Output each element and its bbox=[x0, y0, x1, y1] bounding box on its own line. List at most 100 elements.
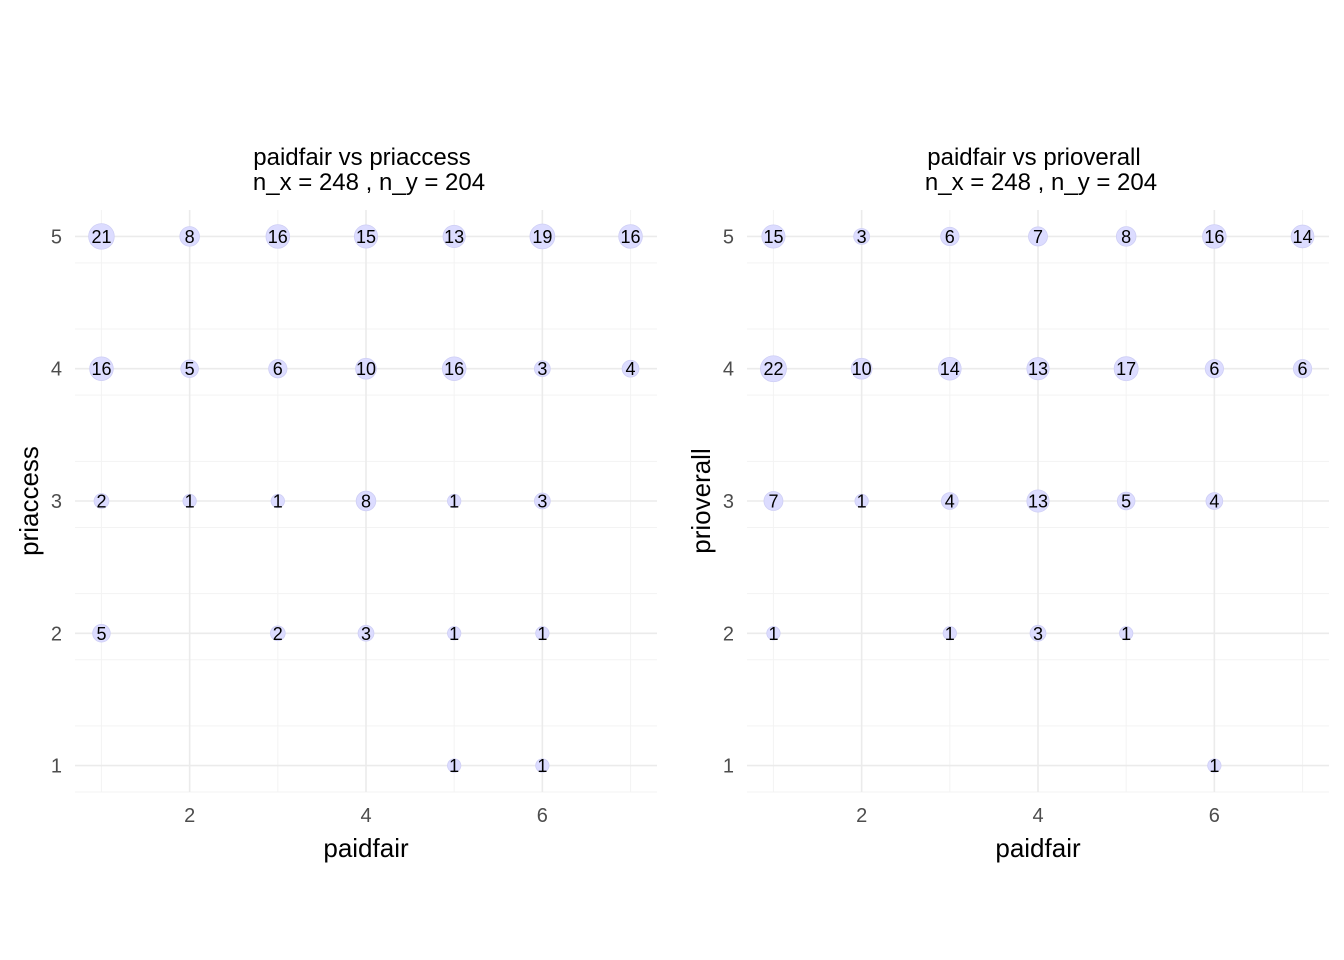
y-tick-label: 4 bbox=[51, 359, 62, 381]
y-tick-label: 5 bbox=[723, 226, 734, 248]
data-point bbox=[268, 359, 288, 379]
data-label: 1 bbox=[1121, 624, 1131, 644]
data-label: 15 bbox=[763, 227, 783, 247]
x-tick-label: 4 bbox=[360, 805, 371, 827]
data-label: 8 bbox=[185, 227, 195, 247]
data-label: 6 bbox=[273, 359, 283, 379]
data-label: 4 bbox=[626, 359, 636, 379]
data-point bbox=[760, 355, 787, 383]
data-label: 13 bbox=[1028, 359, 1048, 379]
y-tick-label: 5 bbox=[51, 226, 62, 248]
data-point bbox=[353, 224, 379, 249]
data-label: 1 bbox=[537, 624, 547, 644]
data-point bbox=[1119, 626, 1134, 641]
data-label: 1 bbox=[273, 492, 283, 512]
y-tick-label: 1 bbox=[723, 756, 734, 778]
data-label: 16 bbox=[91, 359, 111, 379]
data-label: 22 bbox=[763, 359, 783, 379]
x-tick-label: 6 bbox=[1209, 805, 1220, 827]
data-point bbox=[1292, 359, 1313, 379]
data-label: 8 bbox=[1121, 227, 1131, 247]
data-point bbox=[179, 226, 200, 247]
data-label: 10 bbox=[852, 359, 872, 379]
data-point bbox=[1205, 492, 1224, 510]
y-tick-label: 3 bbox=[51, 491, 62, 513]
data-label: 4 bbox=[1209, 492, 1219, 512]
data-point bbox=[766, 626, 781, 641]
data-point bbox=[1202, 224, 1227, 249]
chart-panel-prioverall: paidfair vs prioverall n_x = 248 , n_y =… bbox=[686, 144, 1329, 863]
data-label: 19 bbox=[532, 227, 552, 247]
data-label: 13 bbox=[1028, 492, 1048, 512]
data-point bbox=[93, 493, 110, 509]
x-axis-title: paidfair bbox=[995, 833, 1081, 863]
x-tick-label: 6 bbox=[537, 805, 548, 827]
y-tick-label: 2 bbox=[723, 623, 734, 645]
data-label: 5 bbox=[96, 624, 106, 644]
data-point bbox=[447, 758, 462, 773]
data-label: 1 bbox=[945, 624, 955, 644]
data-point bbox=[89, 356, 114, 381]
data-point bbox=[442, 224, 466, 249]
data-point bbox=[265, 224, 291, 249]
data-point bbox=[92, 624, 111, 643]
data-point bbox=[357, 624, 375, 642]
data-label: 2 bbox=[273, 624, 283, 644]
data-label: 1 bbox=[768, 624, 778, 644]
data-label: 3 bbox=[361, 624, 371, 644]
data-point bbox=[1290, 224, 1315, 249]
data-label: 17 bbox=[1116, 359, 1136, 379]
data-point bbox=[761, 224, 786, 249]
data-point bbox=[180, 359, 199, 378]
y-tick-label: 4 bbox=[723, 359, 734, 381]
data-point bbox=[1204, 359, 1224, 379]
data-point bbox=[1116, 491, 1136, 511]
data-point bbox=[447, 493, 462, 509]
chart-panel-priaccess: paidfair vs priaccess n_x = 248 , n_y = … bbox=[14, 144, 657, 863]
data-point bbox=[618, 224, 643, 249]
data-point bbox=[1113, 356, 1139, 382]
chart-subtitle: n_x = 248 , n_y = 204 bbox=[253, 169, 485, 196]
data-point bbox=[940, 226, 960, 247]
data-label: 6 bbox=[1209, 359, 1219, 379]
data-point bbox=[182, 493, 197, 509]
data-point bbox=[763, 491, 784, 511]
data-point bbox=[447, 626, 462, 641]
data-label: 3 bbox=[1033, 624, 1043, 644]
data-label: 5 bbox=[185, 359, 195, 379]
data-label: 3 bbox=[537, 359, 547, 379]
x-tick-label: 4 bbox=[1032, 805, 1043, 827]
data-point bbox=[534, 360, 551, 378]
data-label: 1 bbox=[449, 756, 459, 776]
data-label: 1 bbox=[185, 492, 195, 512]
data-label: 21 bbox=[91, 227, 111, 247]
data-point bbox=[355, 490, 377, 512]
data-point bbox=[1029, 624, 1047, 642]
data-label: 14 bbox=[940, 359, 960, 379]
data-label: 8 bbox=[361, 492, 371, 512]
data-label: 15 bbox=[356, 227, 376, 247]
data-label: 1 bbox=[537, 756, 547, 776]
data-point bbox=[441, 356, 467, 381]
data-point bbox=[853, 228, 870, 245]
data-point bbox=[621, 359, 640, 378]
data-label: 1 bbox=[857, 492, 867, 512]
y-axis-title: priaccess bbox=[14, 446, 44, 556]
data-label: 16 bbox=[1204, 227, 1224, 247]
data-label: 4 bbox=[945, 492, 955, 512]
data-label: 7 bbox=[768, 492, 778, 512]
chart-title: paidfair vs prioverall bbox=[927, 144, 1140, 171]
data-label: 2 bbox=[96, 492, 106, 512]
data-point bbox=[1115, 226, 1137, 247]
data-label: 13 bbox=[444, 227, 464, 247]
data-point bbox=[355, 357, 377, 380]
data-point bbox=[1026, 357, 1050, 381]
chart-subtitle: n_x = 248 , n_y = 204 bbox=[925, 169, 1157, 196]
x-tick-label: 2 bbox=[184, 805, 195, 827]
data-label: 16 bbox=[268, 227, 288, 247]
x-axis-title: paidfair bbox=[323, 833, 409, 863]
data-label: 3 bbox=[537, 492, 547, 512]
